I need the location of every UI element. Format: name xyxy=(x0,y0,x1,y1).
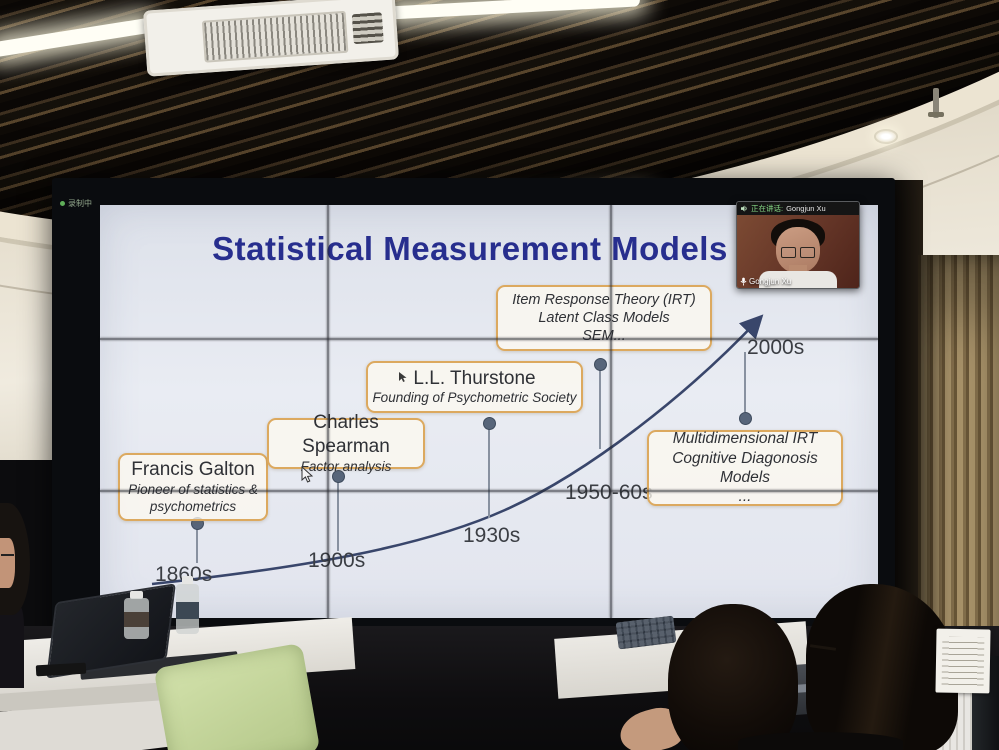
timeline-dot xyxy=(483,417,496,430)
left-person-face xyxy=(0,538,15,588)
milestone-box-irt: Item Response Theory (IRT) Latent Class … xyxy=(496,285,712,351)
milestone-detail: Pioneer of statistics & xyxy=(120,482,266,499)
man-head xyxy=(668,604,798,750)
milestone-box-mirt: Multidimensional IRT Cognitive Diagonosi… xyxy=(647,430,843,506)
speaker-icon xyxy=(741,205,747,212)
bezel-seam xyxy=(100,490,878,492)
slide-title: Statistical Measurement Models xyxy=(212,230,728,267)
milestone-name: Francis Galton xyxy=(131,459,255,481)
sprinkler xyxy=(928,88,944,118)
connector-line xyxy=(744,352,746,412)
timeline-curve xyxy=(151,314,764,586)
connector-line xyxy=(337,481,339,551)
milestone-detail: psychometrics xyxy=(149,498,237,514)
era-label-1930s: 1930s xyxy=(463,524,521,547)
connector-line xyxy=(599,369,601,449)
status-badge-label: 录制中 xyxy=(68,199,92,208)
bottle-cap xyxy=(181,576,194,586)
milestone-detail: Latent Class Models xyxy=(538,309,670,326)
water-bottle xyxy=(124,591,149,639)
bezel-seam xyxy=(327,205,329,618)
video-call-feed xyxy=(737,215,859,288)
foreground-head xyxy=(738,732,903,750)
milestone-box-galton: Francis Galton Pioneer of statistics & p… xyxy=(118,453,268,521)
participant-name: Gongjun Xu xyxy=(749,277,792,286)
era-label-2000s: 2000s xyxy=(747,336,805,359)
speaking-name: Gongjun Xu xyxy=(786,204,826,213)
milestone-name: L.L. Thurstone xyxy=(413,367,536,389)
era-label-1860s: 1860s xyxy=(155,563,213,586)
bottle-label xyxy=(124,612,149,627)
milestone-name: Charles Spearman xyxy=(302,412,390,458)
woman-hair xyxy=(806,584,958,750)
milestone-detail: Founding of Psychometric Society xyxy=(372,390,577,406)
milestone-detail: Cognitive Diagonosis Models xyxy=(672,449,818,486)
participant-glasses xyxy=(781,247,815,258)
screen-status-badge: 录制中 xyxy=(60,198,92,209)
milestone-box-spearman: Charles Spearman Factor analysis xyxy=(267,412,425,474)
milestone-detail: ... xyxy=(738,488,752,506)
milestone-detail: SEM... xyxy=(582,328,626,345)
recessed-light xyxy=(876,131,896,142)
milestone-detail: Item Response Theory (IRT) xyxy=(512,291,696,308)
ac-vent-slot xyxy=(351,12,384,45)
recording-dot-icon xyxy=(60,201,65,206)
paper-notice-text-lines xyxy=(941,636,985,688)
video-call-titlebar: 正在讲话: Gongjun Xu xyxy=(737,202,859,215)
timeline-dot xyxy=(594,358,607,371)
ac-vent-grille xyxy=(201,10,349,63)
connector-line xyxy=(196,529,198,563)
bezel-seam xyxy=(610,205,612,618)
water-bottle xyxy=(176,576,199,634)
timeline-dot xyxy=(739,412,752,425)
microphone-icon xyxy=(740,277,747,286)
bottle-label xyxy=(176,601,199,619)
era-label-1900s: 1900s xyxy=(308,549,366,572)
timeline-dot xyxy=(332,470,345,483)
participant-shirt xyxy=(759,271,837,288)
milestone-detail: Multidimensional IRT xyxy=(672,430,818,448)
participant-nameplate: Gongjun Xu xyxy=(740,277,791,286)
milestone-detail: Factor analysis xyxy=(300,458,392,474)
milestone-box-thurstone: L.L. Thurstone Founding of Psychometric … xyxy=(366,361,583,413)
era-label-1950-60s: 1950-60s xyxy=(565,481,653,504)
cursor-icon xyxy=(301,466,314,483)
participant-neck xyxy=(789,265,807,275)
connector-line xyxy=(488,428,490,518)
bottle-cap xyxy=(130,591,143,599)
speaking-prefix: 正在讲话: xyxy=(751,204,784,213)
bezel-seam xyxy=(100,338,878,340)
left-person-glasses xyxy=(1,554,14,556)
video-call-overlay: 正在讲话: Gongjun Xu Gongjun Xu xyxy=(736,201,860,289)
small-cursor-icon xyxy=(399,372,407,382)
paper-notice xyxy=(935,628,991,694)
